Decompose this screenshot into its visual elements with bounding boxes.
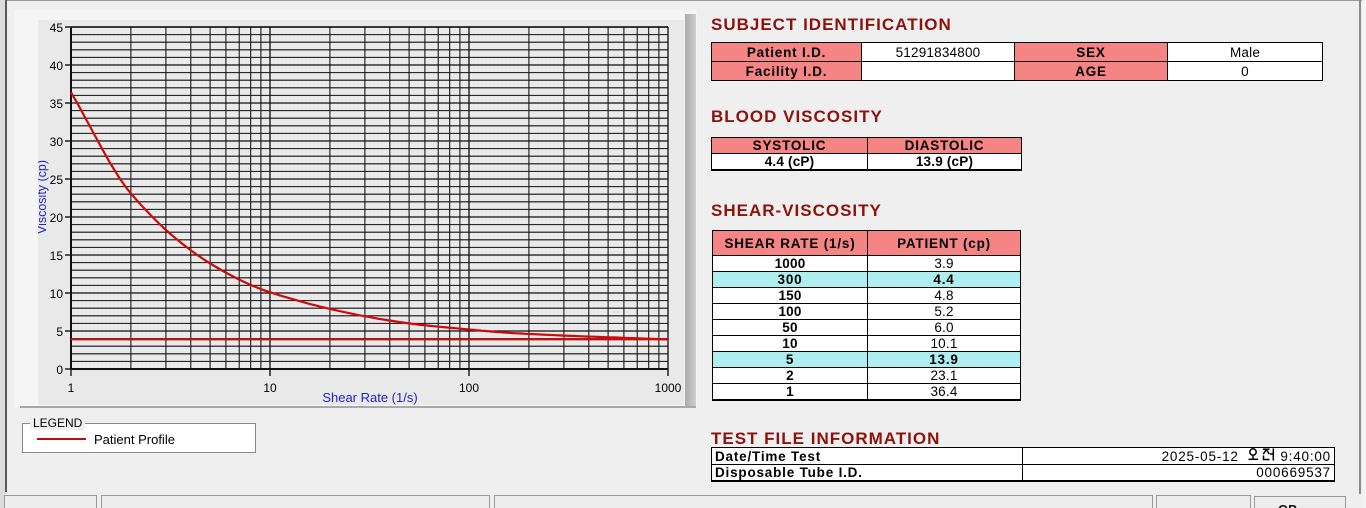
svg-text:Viscosity (cp): Viscosity (cp) <box>38 160 49 234</box>
svg-text:25: 25 <box>50 173 64 187</box>
svg-text:45: 45 <box>50 21 64 35</box>
svg-text:1000: 1000 <box>655 381 682 395</box>
svg-text:40: 40 <box>50 59 64 73</box>
svg-text:100: 100 <box>459 381 479 395</box>
svg-text:5: 5 <box>56 325 63 339</box>
svg-text:1: 1 <box>68 381 75 395</box>
svg-text:10: 10 <box>263 381 277 395</box>
svg-text:35: 35 <box>50 97 64 111</box>
svg-text:Shear Rate (1/s): Shear Rate (1/s) <box>322 390 417 405</box>
svg-text:20: 20 <box>50 211 64 225</box>
svg-text:0: 0 <box>56 363 63 377</box>
svg-text:15: 15 <box>50 249 64 263</box>
svg-text:30: 30 <box>50 135 64 149</box>
svg-text:10: 10 <box>50 287 64 301</box>
